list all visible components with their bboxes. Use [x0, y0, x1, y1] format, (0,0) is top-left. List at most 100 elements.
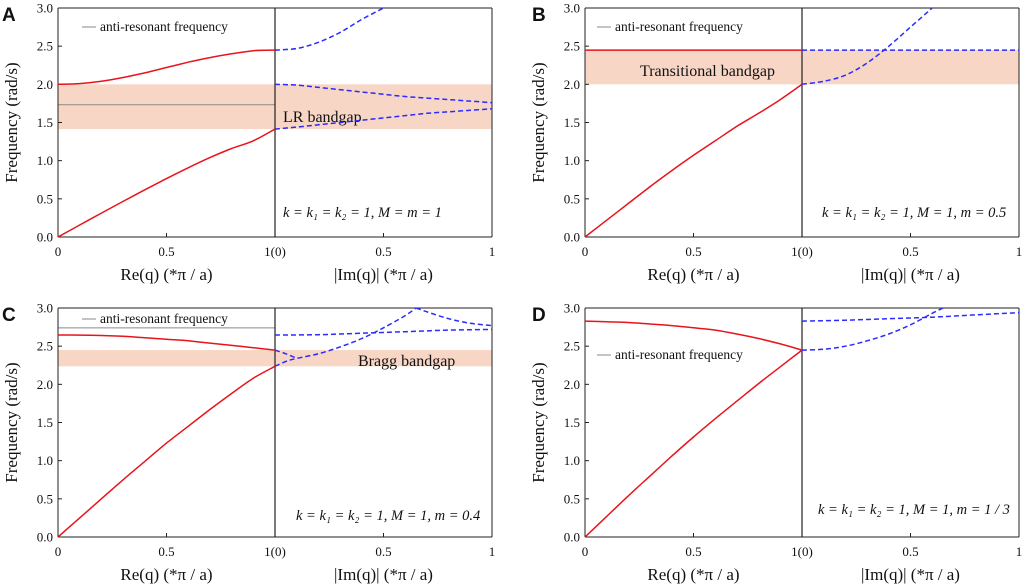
legend: anti-resonant frequency [82, 19, 228, 34]
parameter-text: k = k₁ = k₂ = 1, M = 1, m = 1 / 3 [818, 502, 1010, 518]
x-tick-label: 0.5 [902, 244, 918, 259]
real-branch-optical [585, 320, 803, 351]
x-axis-label-real: Re(q) (*π / a) [120, 565, 212, 584]
legend: anti-resonant frequency [82, 311, 228, 326]
y-tick-label: 2.5 [564, 339, 580, 354]
y-tick-label: 3.0 [37, 1, 53, 16]
x-axis-label-real: Re(q) (*π / a) [120, 265, 212, 284]
y-axis-label: Frequency (rad/s) [529, 362, 548, 482]
imag-branch-above-optical [801, 311, 1019, 322]
parameter-text: k = k₁ = k₂ = 1, M = 1, m = 0.4 [296, 508, 480, 524]
y-tick-label: 1.5 [37, 415, 53, 430]
curves [58, 308, 492, 537]
x-axis-label-real: Re(q) (*π / a) [647, 565, 739, 584]
panel-b: 0.0 0.5 1.0 1.5 2.0 2.5 3.0 0 0.5 1(0) 0.5 1 Re(q) (… [529, 1, 1022, 285]
x-tick-label: 0.5 [375, 244, 391, 259]
x-axis-label-imag: |Im(q)| (*π / a) [861, 565, 960, 584]
y-tick-label: 0.0 [37, 230, 53, 245]
x-axis-label-real: Re(q) (*π / a) [647, 265, 739, 284]
legend-label: anti-resonant frequency [615, 347, 743, 362]
real-branch-acoustic [585, 83, 803, 237]
x-tick-label: 0.5 [375, 544, 391, 559]
legend: anti-resonant frequency [597, 347, 743, 362]
imag-branch-gap-lower [274, 308, 417, 367]
imag-branch-in-gap-upper [274, 83, 492, 104]
panel-a: 0.0 0.5 1.0 1.5 2.0 2.5 3.0 0 0.5 1(0) 0.5 1 Re(q) (… [2, 1, 495, 285]
x-tick-label: 1 [1016, 244, 1023, 259]
x-tick-label: 0 [582, 244, 589, 259]
bandgap-label: Transitional bandgap [640, 63, 775, 80]
x-tick-label: 1(0) [264, 244, 286, 259]
real-branch-acoustic [585, 349, 803, 537]
imag-branch-in-gap-lower [274, 108, 492, 130]
curves [58, 8, 492, 237]
x-tick-label: 1(0) [791, 244, 813, 259]
y-tick-label: 0.0 [564, 530, 580, 545]
legend-label: anti-resonant frequency [100, 19, 228, 34]
curves [585, 308, 1019, 537]
x-tick-label: 0.5 [158, 544, 174, 559]
y-tick-label: 0.5 [564, 491, 580, 506]
real-branch-optical [58, 334, 276, 351]
y-tick-label: 3.0 [564, 1, 580, 16]
curves [585, 8, 1019, 237]
bandgap-label: LR bandgap [283, 109, 362, 126]
y-tick-label: 2.5 [564, 39, 580, 54]
y-tick-label: 0.0 [564, 230, 580, 245]
y-tick-label: 1.0 [564, 153, 580, 168]
y-tick-label: 1.0 [37, 453, 53, 468]
y-tick-label: 1.5 [564, 115, 580, 130]
y-tick-label: 0.0 [37, 530, 53, 545]
imag-branch-above-optical [274, 8, 384, 51]
y-tick-label: 0.5 [564, 191, 580, 206]
y-tick-label: 2.0 [37, 377, 53, 392]
x-tick-label: 1 [489, 244, 496, 259]
x-tick-label: 0.5 [902, 544, 918, 559]
y-tick-label: 3.0 [37, 301, 53, 316]
y-tick-label: 0.5 [37, 191, 53, 206]
y-tick-label: 3.0 [564, 301, 580, 316]
y-tick-label: 1.5 [564, 415, 580, 430]
y-axis-label: Frequency (rad/s) [2, 362, 21, 482]
panel-letter: D [532, 305, 546, 326]
y-tick-label: 2.0 [37, 77, 53, 92]
panel-letter: B [532, 5, 546, 26]
legend-label: anti-resonant frequency [100, 311, 228, 326]
y-tick-label: 2.5 [37, 339, 53, 354]
x-axis-label-imag: |Im(q)| (*π / a) [334, 265, 433, 284]
legend-label: anti-resonant frequency [615, 19, 743, 34]
parameter-text: k = k₁ = k₂ = 1, M = m = 1 [283, 205, 442, 221]
imag-branch-above-optical [274, 328, 492, 336]
x-tick-label: 1 [1016, 544, 1023, 559]
imag-branch-rising [801, 308, 944, 351]
real-branch-acoustic [58, 365, 276, 537]
y-tick-label: 0.5 [37, 491, 53, 506]
y-tick-label: 2.5 [37, 39, 53, 54]
panel-d: 0.0 0.5 1.0 1.5 2.0 2.5 3.0 0 0.5 1(0) 0.5 1 Re(q) (… [529, 301, 1022, 585]
x-tick-label: 1 [489, 544, 496, 559]
y-tick-label: 1.0 [564, 453, 580, 468]
real-branch-optical [58, 49, 276, 86]
x-tick-label: 1(0) [791, 544, 813, 559]
y-tick-label: 1.5 [37, 115, 53, 130]
y-axis-label: Frequency (rad/s) [529, 62, 548, 182]
real-branch-acoustic [58, 128, 276, 237]
x-tick-label: 0.5 [685, 544, 701, 559]
x-tick-label: 0 [55, 544, 62, 559]
panel-letter: C [2, 305, 16, 326]
parameter-text: k = k₁ = k₂ = 1, M = 1, m = 0.5 [822, 205, 1006, 221]
bandgap-label: Bragg bandgap [358, 353, 455, 370]
x-tick-label: 0 [55, 244, 62, 259]
panel-c: 0.0 0.5 1.0 1.5 2.0 2.5 3.0 0 0.5 1(0) 0.5 1 Re(q) (… [2, 301, 495, 585]
panel-letter: A [2, 5, 16, 26]
y-tick-label: 1.0 [37, 153, 53, 168]
x-tick-label: 0 [582, 544, 589, 559]
imag-branch-return [415, 308, 492, 327]
y-tick-label: 2.0 [564, 77, 580, 92]
x-tick-label: 1(0) [264, 544, 286, 559]
x-axis-label-imag: |Im(q)| (*π / a) [334, 565, 433, 584]
x-tick-label: 0.5 [685, 244, 701, 259]
x-axis-label-imag: |Im(q)| (*π / a) [861, 265, 960, 284]
imag-branch-gap-upper [274, 349, 298, 360]
